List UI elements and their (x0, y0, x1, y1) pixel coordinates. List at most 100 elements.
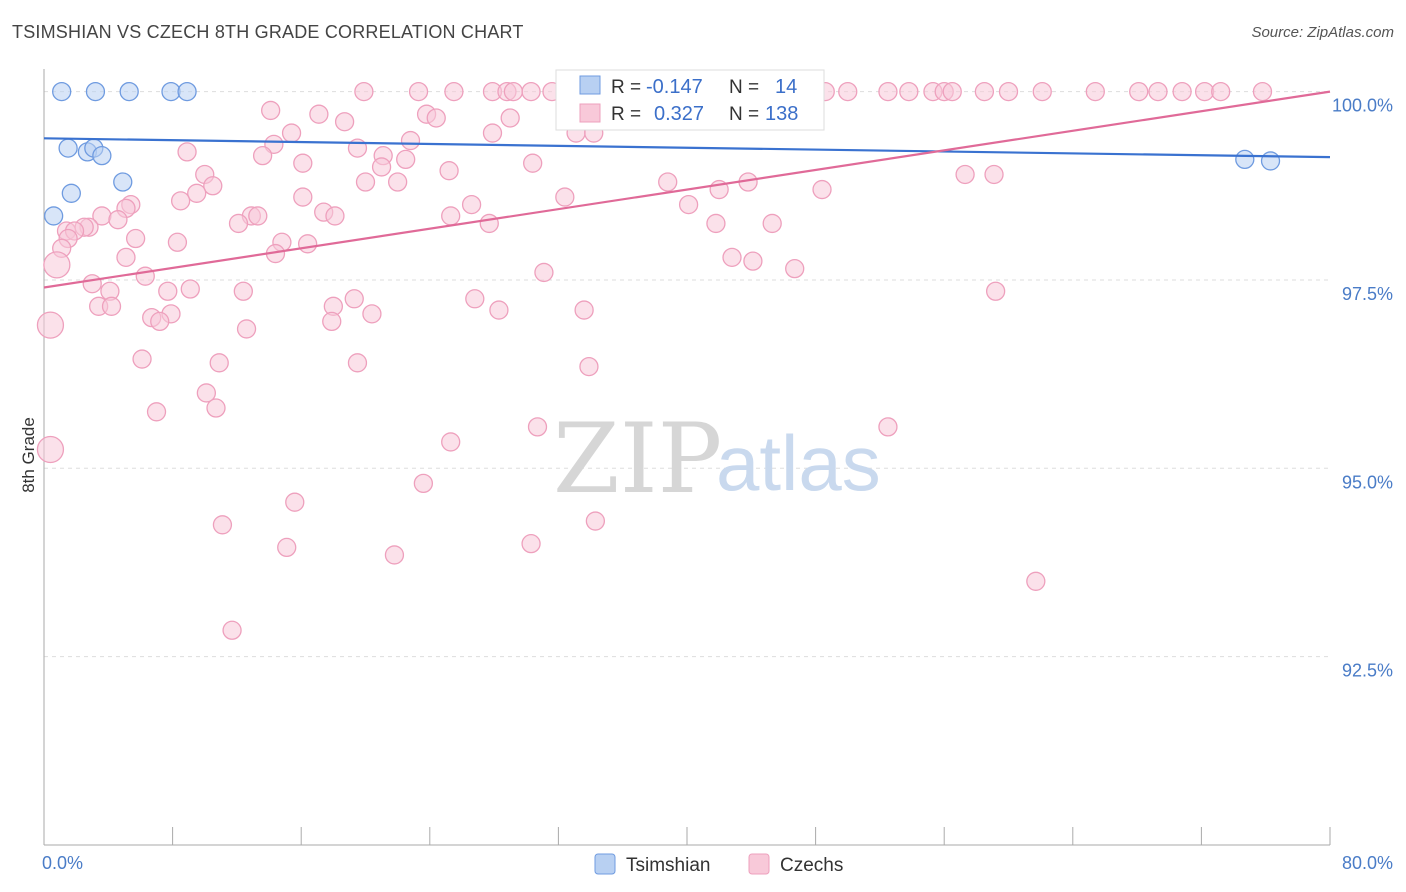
series-legend: Tsimshian Czechs (594, 853, 843, 876)
czechs-point-53 (955, 164, 975, 185)
czechs-point-64 (555, 187, 575, 207)
czechs-point-61 (812, 179, 832, 200)
czechs-point-25 (1129, 81, 1149, 102)
czechs-point-99 (82, 274, 102, 294)
stats-r-label-czechs: R = (611, 104, 641, 125)
czechs-point-54 (984, 164, 1004, 185)
czechs-point-16 (878, 81, 898, 102)
czechs-point-65 (170, 191, 191, 211)
legend-label-tsimshian: Tsimshian (626, 855, 710, 876)
tsimshian-point-9 (113, 172, 133, 192)
czechs-point-80 (762, 213, 782, 234)
czechs-point-106 (344, 289, 364, 309)
czechs-trend-line (43, 90, 1331, 289)
czechs-point-24 (1085, 81, 1105, 102)
czechs-point-38 (482, 123, 503, 143)
czechs-point-41 (400, 130, 421, 151)
czechs-point-123 (196, 383, 217, 403)
trend-lines (43, 90, 1331, 289)
czechs-point-100 (180, 279, 200, 299)
y-axis-label: 8th Grade (19, 417, 38, 493)
czechs-point-110 (489, 300, 509, 320)
legend-label-czechs: Czechs (780, 855, 843, 876)
czechs-point-77 (228, 213, 249, 234)
czechs-point-35 (334, 112, 355, 132)
stats-r-value-tsimshian: -0.147 (646, 76, 703, 98)
tsimshian-point-8 (92, 145, 112, 166)
watermark: ZIP atlas (553, 403, 881, 515)
czechs-point-37 (281, 123, 302, 143)
stats-n-label-czechs: N = (729, 104, 759, 125)
czechs-point-0 (354, 81, 374, 102)
czechs-point-98 (135, 266, 155, 286)
czechs-point-130 (413, 473, 434, 494)
czechs-point-49 (523, 153, 543, 173)
czechs-point-136 (384, 545, 405, 565)
stats-legend-box (555, 69, 825, 131)
czechs-point-47 (396, 149, 416, 170)
czechs-point-102 (233, 281, 253, 301)
czechs-point-48 (293, 153, 313, 173)
czechs-point-134 (521, 533, 541, 554)
czechs-point-111 (574, 300, 594, 320)
czechs-point-128 (441, 432, 461, 452)
czechs-point-29 (1211, 81, 1231, 102)
czechs-point-120 (209, 353, 229, 373)
czechs-point-89 (297, 234, 318, 254)
y-tick-label-3: 92.5% (1342, 661, 1393, 681)
chart-title: TSIMSHIAN VS CZECH 8TH GRADE CORRELATION… (12, 22, 524, 42)
czechs-point-122 (579, 356, 599, 377)
tsimshian-point-3 (161, 81, 181, 102)
czechs-point-119 (132, 349, 152, 369)
czechs-point-20 (942, 81, 962, 102)
tsimshian-point-11 (43, 206, 64, 226)
czechs-point-105 (465, 289, 485, 309)
czechs-point-121 (347, 353, 368, 373)
czechs-point-96 (785, 259, 805, 279)
czechs-point-56 (387, 172, 408, 192)
czechs-point-137 (1026, 571, 1046, 591)
czechs-point-76 (108, 210, 128, 230)
grid-lines (44, 91, 1330, 658)
czechs-point-71 (325, 206, 345, 226)
stats-legend: R = -0.147 N = 14 R = 0.327 N = 138 (555, 69, 825, 131)
stats-n-value-tsimshian: 14 (775, 76, 797, 98)
czechs-point-125 (146, 402, 167, 422)
czechs-point-27 (1172, 81, 1192, 102)
x-tick-label-1: 80.0% (1342, 853, 1393, 873)
czechs-point-116 (322, 311, 342, 332)
czechs-point-131 (285, 492, 305, 512)
czechs-point-118 (236, 319, 257, 339)
czechs-point-6 (521, 81, 541, 102)
czechs-point-28 (1194, 81, 1215, 102)
czechs-point-36 (426, 108, 446, 128)
czechs-point-51 (439, 161, 459, 181)
czechs-point-21 (974, 81, 995, 102)
stats-r-value-czechs: 0.327 (654, 103, 704, 125)
x-tick-label-0: 0.0% (42, 853, 83, 873)
czechs-point-22 (998, 81, 1019, 102)
czechs-point-15 (838, 81, 858, 102)
czechs-point-67 (461, 194, 482, 215)
tsimshian-trend-line (43, 137, 1331, 159)
czechs-point-23 (1032, 81, 1052, 102)
czechs-point-95 (43, 251, 71, 279)
stats-n-label-tsimshian: N = (729, 77, 759, 98)
y-tick-label-0: 100.0% (1332, 96, 1393, 116)
czechs-point-1 (408, 81, 429, 102)
czechs-point-126 (527, 417, 548, 437)
czechs-point-72 (441, 206, 461, 226)
czechs-point-45 (252, 145, 273, 166)
czechs-point-63 (293, 187, 313, 207)
czechs-point-104 (985, 281, 1006, 301)
legend-swatch-czechs (748, 853, 770, 875)
czechs-point-55 (355, 172, 376, 192)
czechs-point-117 (36, 311, 65, 339)
chart-source: Source: ZipAtlas.com (1251, 24, 1394, 41)
czechs-point-86 (125, 228, 146, 249)
czechs-point-93 (743, 251, 763, 271)
czechs-point-34 (500, 108, 520, 128)
czechs-point-78 (479, 213, 499, 234)
czechs-point-68 (678, 194, 699, 215)
